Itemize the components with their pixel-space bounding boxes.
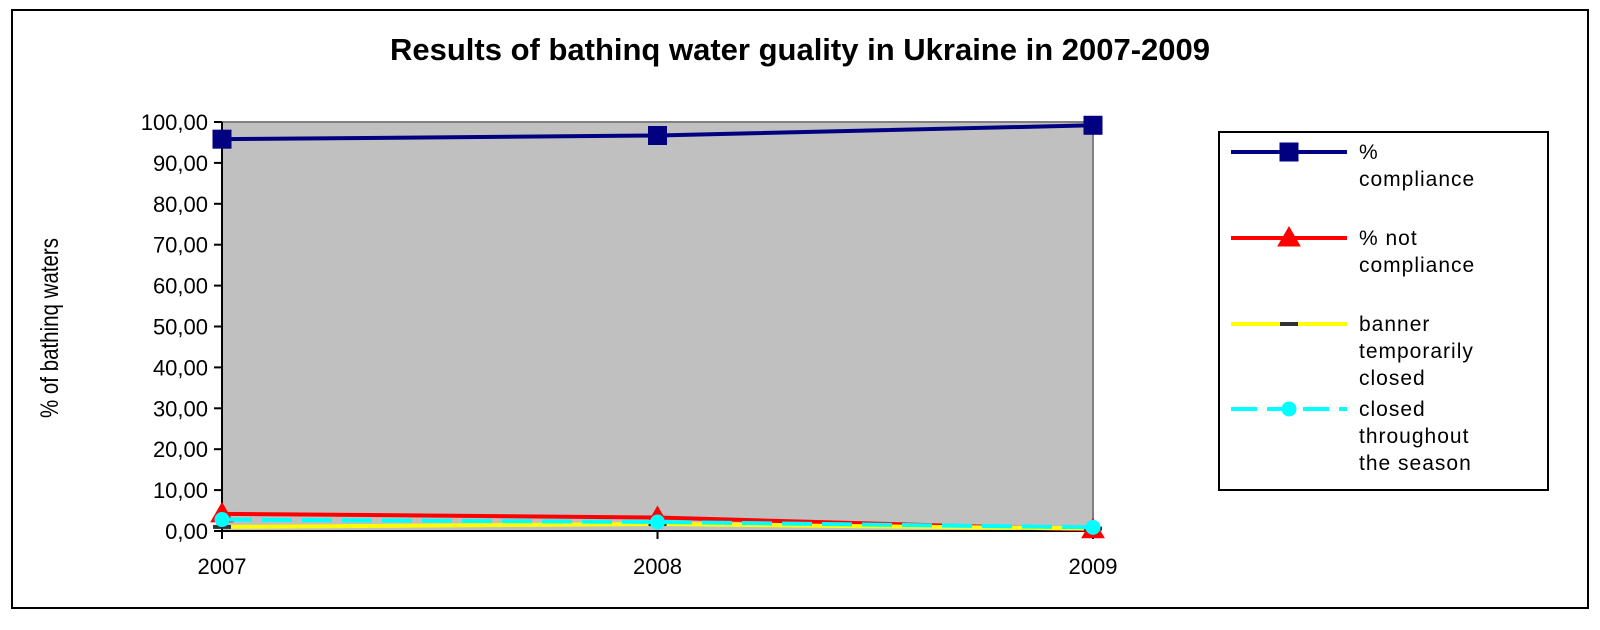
data-point	[1083, 115, 1103, 135]
y-tick-label: 90,00	[153, 151, 208, 176]
series-3	[214, 512, 1101, 535]
y-tick-label: 20,00	[153, 437, 208, 462]
x-tick-label: 2007	[198, 554, 247, 579]
y-tick-label: 80,00	[153, 192, 208, 217]
legend-box	[1218, 131, 1549, 491]
y-tick-label: 40,00	[153, 355, 208, 380]
legend-marker	[1280, 322, 1298, 326]
legend-item: % not compliance	[1231, 226, 1475, 277]
legend-label: compliance	[1359, 254, 1475, 277]
y-tick-label: 50,00	[153, 315, 208, 340]
legend-marker	[1281, 401, 1297, 417]
plot-area-group: 0,00 10,00 20,00 30,00 40,00 50,00 60,00 70,00 8…	[141, 110, 1118, 579]
data-point	[1085, 519, 1101, 535]
y-tick-label: 30,00	[153, 396, 208, 421]
legend-label: %	[1359, 141, 1379, 164]
legend-label: % not	[1359, 227, 1418, 250]
legend-item: closed throughout the season	[1231, 398, 1472, 475]
data-point	[214, 512, 230, 528]
y-tick-label: 100,00	[141, 110, 208, 135]
series-line	[221, 517, 1094, 530]
data-point	[648, 125, 667, 145]
legend-item: banner temporarily closed	[1231, 313, 1474, 390]
legend-label: temporarily	[1359, 340, 1474, 363]
y-axis-label: % of bathinq waters	[35, 238, 63, 418]
legend-item: % compliance	[1231, 141, 1475, 191]
legend: % compliance % not compliance banner temporar…	[1218, 131, 1549, 491]
x-tick-label: 2009	[1069, 554, 1118, 579]
legend-label: closed	[1359, 367, 1426, 390]
legend-label: compliance	[1359, 168, 1475, 191]
data-point	[650, 514, 665, 530]
legend-marker	[1277, 226, 1301, 247]
plot-background	[221, 121, 1094, 532]
legend-label: closed	[1359, 398, 1426, 421]
chart-title: Results of bathinq water guality in Ukra…	[390, 32, 1210, 67]
series-0	[212, 115, 1103, 149]
y-tick-label: 0,00	[165, 519, 208, 544]
legend-label: throughout	[1359, 425, 1469, 448]
legend-marker	[1279, 142, 1299, 162]
legend-label: the season	[1359, 452, 1472, 475]
y-tick-label: 10,00	[153, 478, 208, 503]
legend-label: banner	[1359, 313, 1430, 336]
y-tick-label: 60,00	[153, 274, 208, 299]
x-tick-label: 2008	[633, 554, 682, 579]
data-point	[212, 129, 232, 149]
y-tick-label: 70,00	[153, 233, 208, 258]
